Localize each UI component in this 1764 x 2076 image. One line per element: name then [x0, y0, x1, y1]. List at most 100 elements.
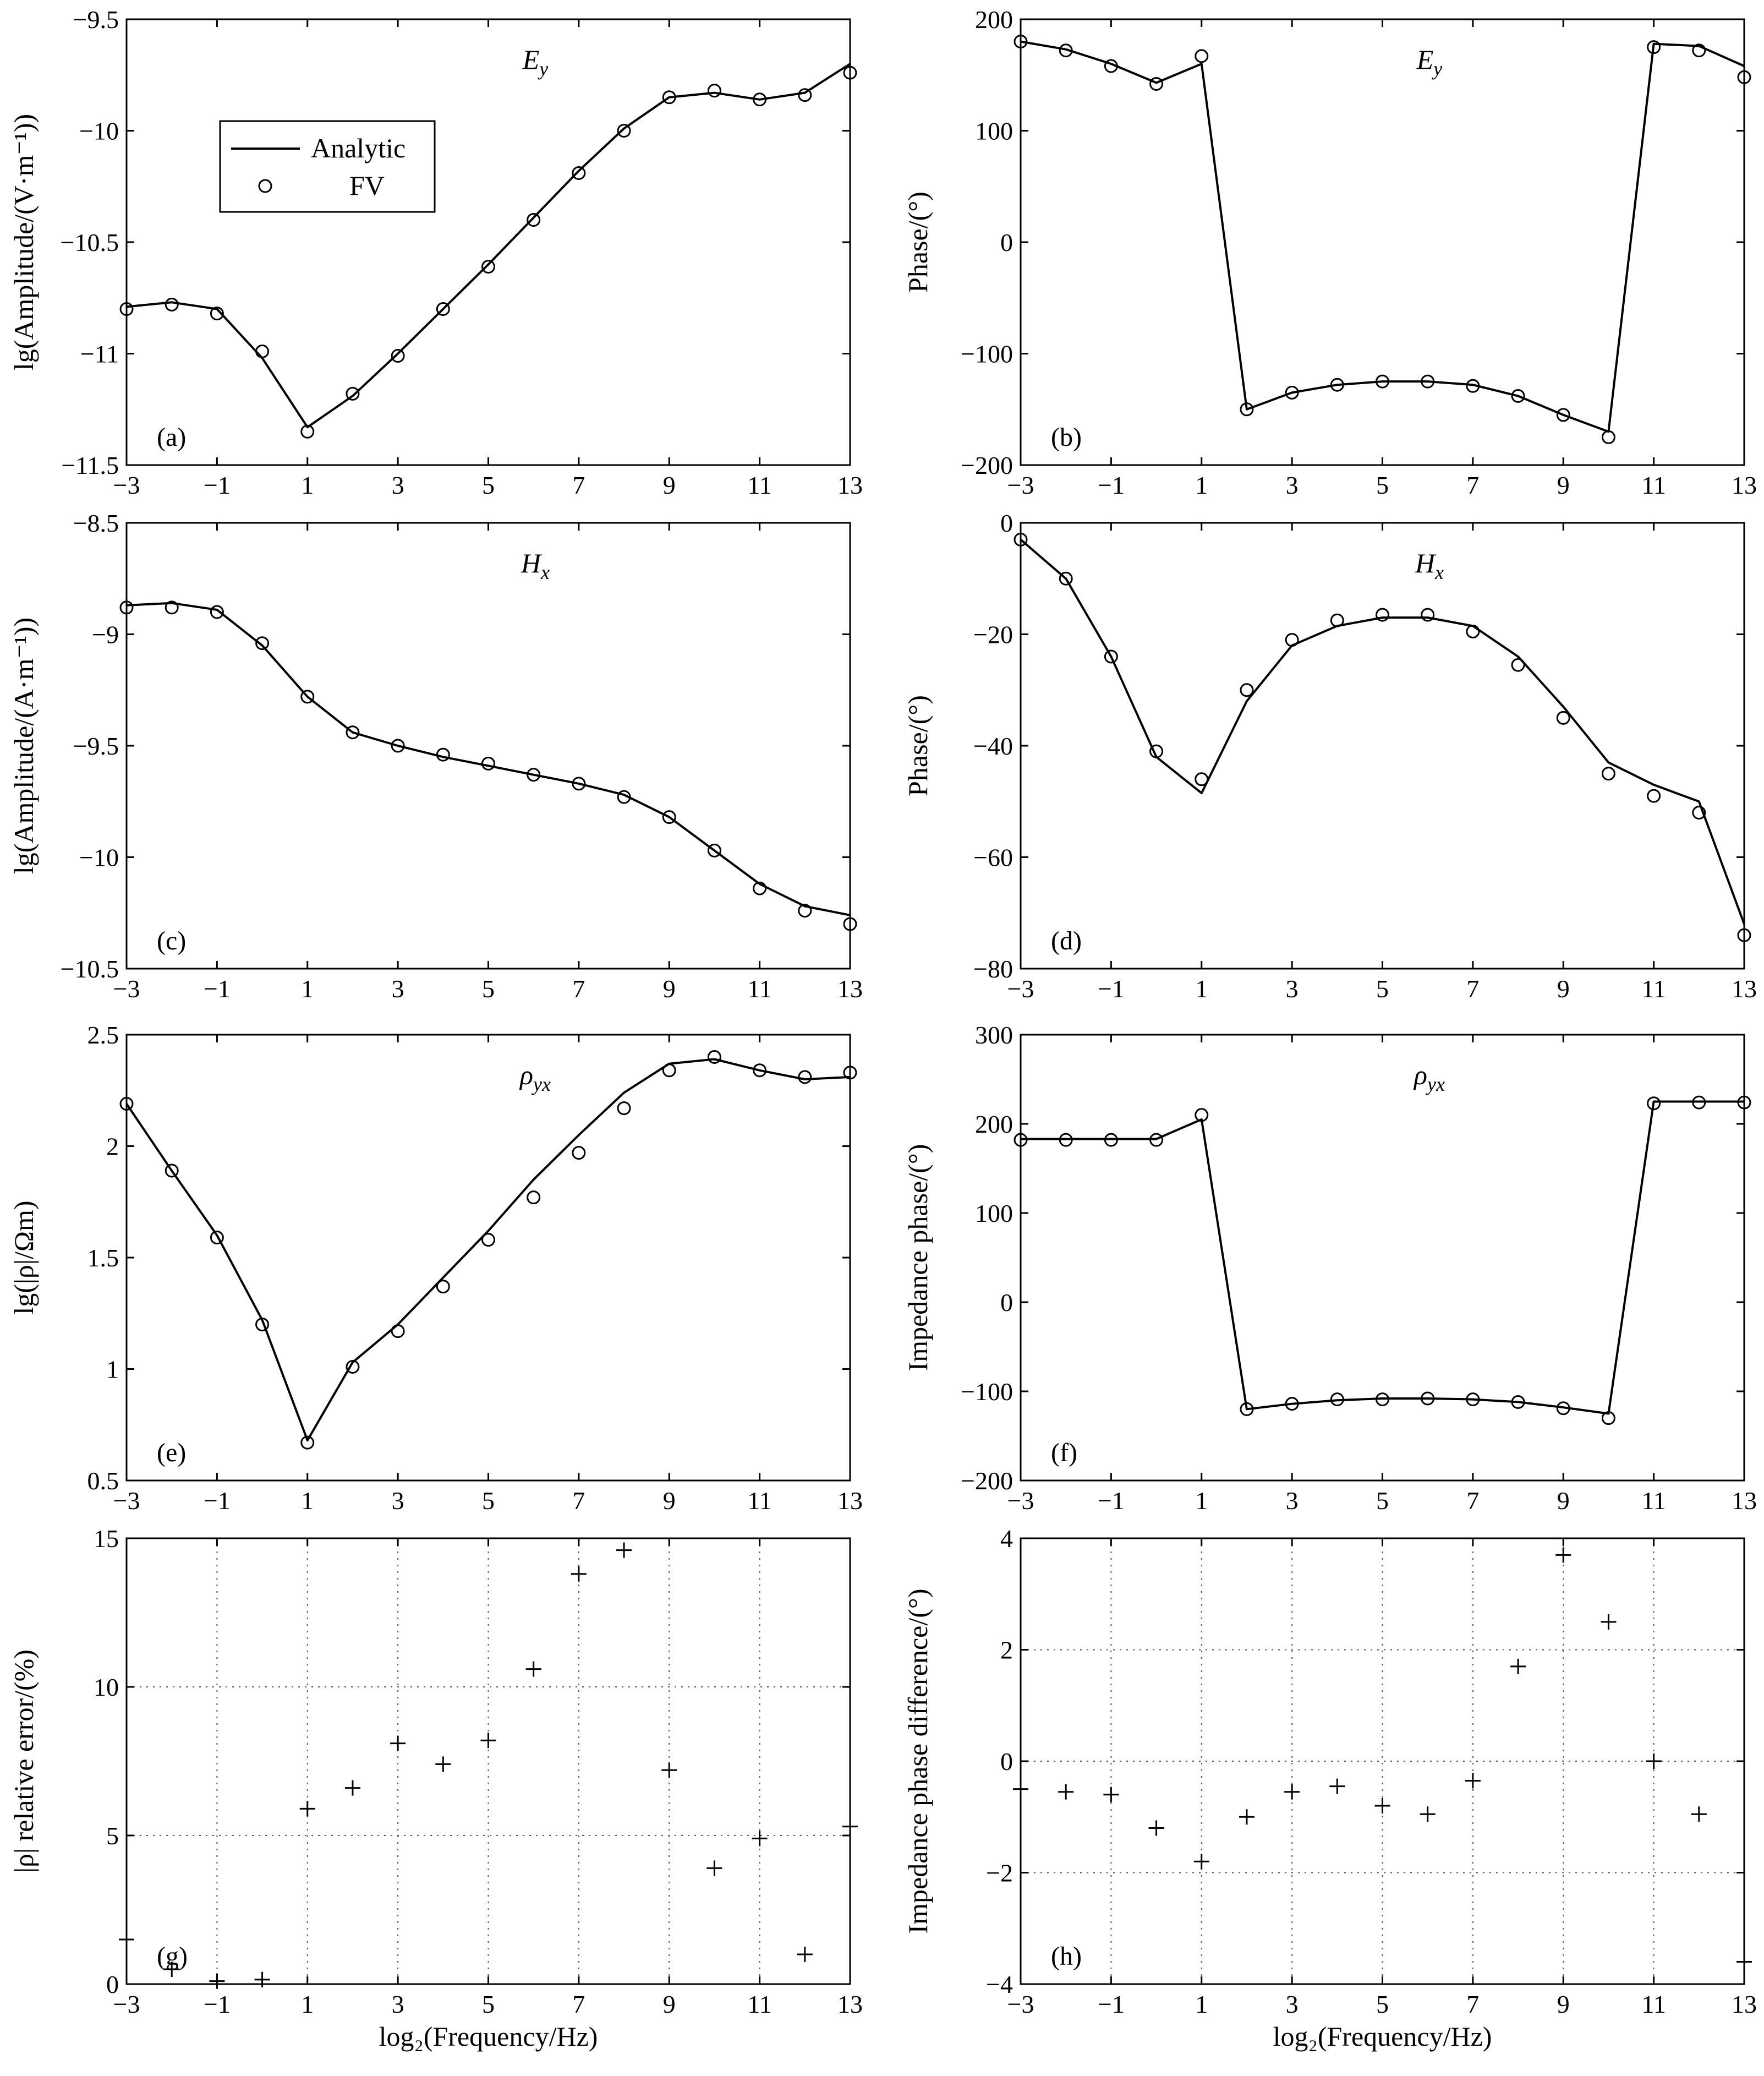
data-point-fv	[1737, 70, 1751, 84]
data-point-fv	[346, 1359, 360, 1374]
data-point-fv	[300, 690, 315, 704]
x-tick-label: 11	[1641, 471, 1666, 499]
data-point-fv	[617, 1101, 631, 1116]
data-point-fv	[753, 881, 767, 895]
data-point-fv	[210, 1231, 224, 1245]
data-point-fv	[1149, 77, 1164, 91]
data-point-fv	[707, 843, 721, 857]
x-tick-label: 9	[1557, 471, 1570, 499]
data-point-fv	[1149, 744, 1164, 758]
data-point-plus	[119, 1932, 134, 1947]
y-axis-label: Phase/(°)	[902, 192, 933, 293]
x-tick-label: 3	[392, 975, 404, 1003]
y-tick-label: 0	[106, 1970, 119, 1998]
y-tick-label: −10.5	[61, 228, 119, 256]
y-tick-label: −11.5	[61, 451, 119, 479]
data-point-fv	[1285, 385, 1299, 400]
data-point-fv	[119, 302, 134, 316]
x-tick-label: 11	[747, 471, 771, 499]
x-tick-label: 7	[572, 1487, 585, 1515]
legend: Analytic FV	[219, 120, 436, 213]
data-point-fv	[1285, 633, 1299, 647]
x-tick-label: 1	[301, 471, 314, 499]
axes-box	[1020, 1034, 1745, 1482]
y-tick-label: −8.5	[73, 509, 119, 537]
data-point-fv	[662, 810, 676, 824]
x-tick-label: 1	[301, 1487, 314, 1515]
data-point-plus	[1601, 1614, 1617, 1630]
data-point-plus	[1239, 1809, 1254, 1825]
series-line-analytic	[1020, 40, 1745, 433]
y-tick-label: −200	[961, 1467, 1013, 1495]
data-point-fv	[1014, 35, 1028, 48]
data-point-fv	[436, 302, 450, 316]
data-point-fv	[165, 1163, 179, 1178]
data-point-plus	[1691, 1806, 1707, 1822]
data-point-plus	[254, 1971, 270, 1987]
y-tick-label: 200	[975, 6, 1013, 34]
data-point-fv	[1692, 1095, 1706, 1110]
data-point-fv	[527, 1190, 541, 1205]
panel-c: −3 −1 1 3 5 7 9 11 13−10.5−10−9.5−9−8.5lg(Amplit…	[8, 509, 863, 1003]
y-axis-label: Impedance phase difference/(°)	[902, 1588, 933, 1933]
y-tick-label: 0.5	[87, 1467, 119, 1495]
data-point-plus	[1058, 1784, 1074, 1800]
data-point-plus	[616, 1542, 632, 1558]
y-tick-label: 0	[1000, 1747, 1013, 1775]
panel-title: Ey	[522, 44, 549, 80]
data-point-fv	[1601, 430, 1615, 444]
y-tick-label: −4	[986, 1970, 1013, 1998]
y-tick-label: −9.5	[73, 6, 119, 34]
axes-box	[1020, 522, 1745, 970]
axes-box	[125, 1034, 851, 1482]
data-point-fv	[1601, 767, 1615, 781]
y-axis-label: |ρ| relative error/(%)	[8, 1649, 39, 1873]
data-point-fv	[119, 1097, 134, 1111]
axes-box	[125, 522, 851, 970]
x-tick-label: 13	[837, 1487, 863, 1515]
data-point-fv	[346, 725, 360, 740]
data-point-fv	[617, 124, 631, 138]
legend-marker-swatch	[258, 179, 272, 193]
data-point-fv	[165, 297, 179, 312]
data-point-fv	[1240, 1402, 1254, 1416]
x-tick-label: −1	[204, 1487, 231, 1515]
x-tick-label: 5	[482, 1990, 495, 2018]
y-tick-label: 2	[1000, 1636, 1013, 1664]
y-tick-label: 15	[94, 1525, 119, 1553]
y-tick-label: 1.5	[87, 1244, 119, 1272]
x-tick-label: −1	[1098, 1990, 1125, 2018]
y-axis-label: Phase/(°)	[902, 695, 933, 796]
panel-label: (a)	[157, 423, 186, 452]
data-point-fv	[662, 90, 676, 105]
x-axis-label: log₂(Frequency/Hz)	[1273, 2021, 1492, 2052]
x-tick-label: −3	[113, 1487, 140, 1515]
x-tick-label: 13	[1732, 975, 1757, 1003]
data-point-fv	[798, 904, 812, 918]
data-point-plus	[164, 1962, 180, 1977]
x-tick-label: 7	[1466, 471, 1479, 499]
x-tick-label: −3	[1007, 1990, 1034, 2018]
x-tick-label: 11	[747, 1487, 771, 1515]
data-point-fv	[1466, 1392, 1480, 1407]
x-tick-label: 3	[1286, 471, 1299, 499]
data-point-fv	[481, 260, 495, 274]
y-tick-label: −100	[961, 340, 1013, 368]
y-tick-label: −60	[973, 844, 1013, 872]
data-point-fv	[255, 636, 270, 651]
y-tick-label: −2	[986, 1859, 1013, 1887]
data-point-fv	[1466, 624, 1480, 638]
x-tick-label: 1	[1195, 471, 1208, 499]
y-tick-label: 200	[975, 1110, 1013, 1138]
y-axis-label: Impedance phase/(°)	[902, 1144, 933, 1372]
data-point-fv	[1421, 374, 1435, 389]
panel-title: ρyx	[1413, 1059, 1445, 1095]
data-point-fv	[1466, 379, 1480, 393]
x-tick-label: 9	[663, 471, 676, 499]
axes-box	[125, 18, 851, 466]
x-tick-label: 1	[301, 975, 314, 1003]
y-tick-label: 4	[1000, 1525, 1013, 1553]
data-point-fv	[798, 1070, 812, 1084]
x-tick-label: 1	[1195, 1990, 1208, 2018]
